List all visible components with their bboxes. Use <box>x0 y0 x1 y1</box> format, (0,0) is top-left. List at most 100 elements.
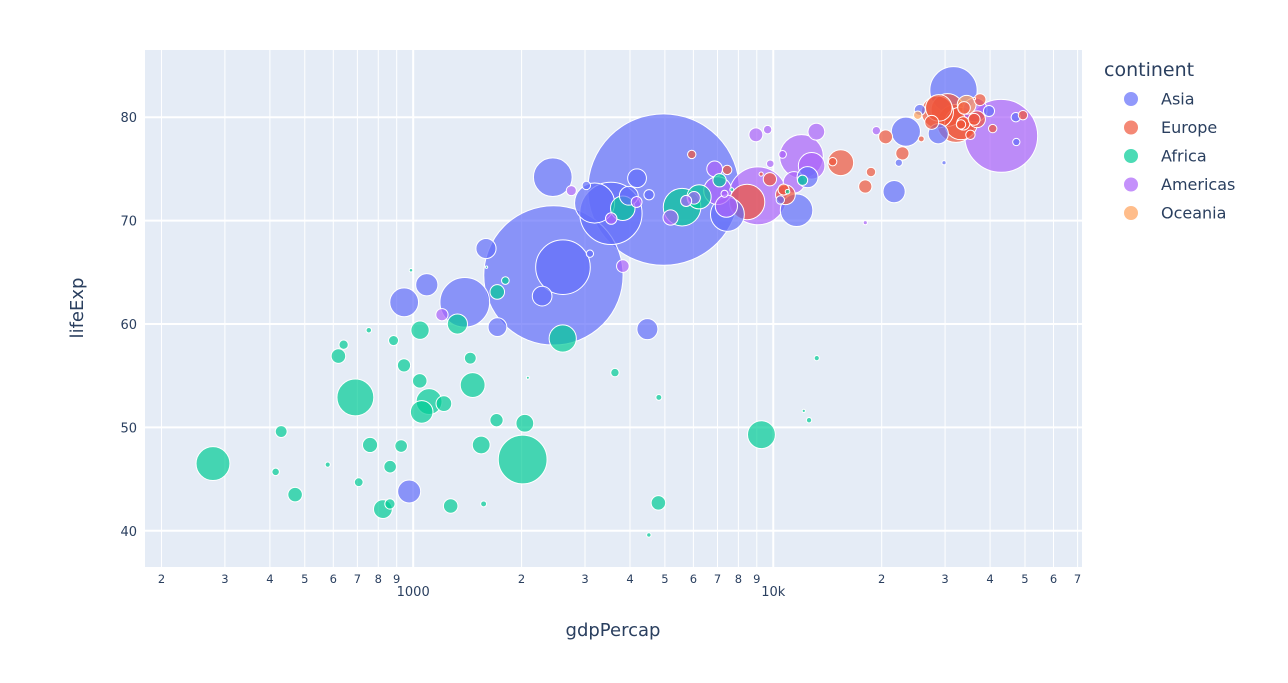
bubble-europe-29[interactable] <box>827 149 855 177</box>
bubble-asia-121[interactable] <box>585 249 595 258</box>
bubble-americas-81[interactable] <box>616 259 630 273</box>
bubble-africa-139[interactable] <box>525 375 530 380</box>
legend-item-europe[interactable]: Europe <box>1123 118 1218 137</box>
bubble-africa-138[interactable] <box>801 408 806 413</box>
bubble-asia-22[interactable] <box>890 116 921 147</box>
bubble-africa-87[interactable] <box>274 425 288 438</box>
bubble-africa-63[interactable] <box>411 373 428 389</box>
bubble-africa-17[interactable] <box>195 446 231 482</box>
bubble-americas-113[interactable] <box>762 124 773 135</box>
bubble-americas-83[interactable] <box>435 308 449 322</box>
bubble-africa-67[interactable] <box>287 486 303 503</box>
bubble-africa-126[interactable] <box>655 393 663 401</box>
bubble-americas-70[interactable] <box>748 127 764 143</box>
bubble-africa-79[interactable] <box>383 459 397 474</box>
bubble-europe-134[interactable] <box>758 171 764 177</box>
bubble-americas-135[interactable] <box>862 220 868 226</box>
bubble-africa-64[interactable] <box>330 348 347 364</box>
bubble-europe-104[interactable] <box>865 166 877 178</box>
bubble-asia-133[interactable] <box>941 160 947 166</box>
bubble-europe-68[interactable] <box>924 114 940 130</box>
bubble-africa-76[interactable] <box>712 173 727 188</box>
bubble-africa-7[interactable] <box>497 434 548 485</box>
bubble-americas-93[interactable] <box>630 196 643 208</box>
bubble-africa-65[interactable] <box>489 284 506 300</box>
bubble-asia-37[interactable] <box>415 273 439 297</box>
bubble-asia-50[interactable] <box>627 168 647 189</box>
bubble-europe-69[interactable] <box>878 129 894 145</box>
bubble-americas-57[interactable] <box>807 122 826 141</box>
bubble-oceania-115[interactable] <box>913 110 923 120</box>
bubble-americas-114[interactable] <box>871 125 882 136</box>
bubble-africa-80[interactable] <box>394 439 408 453</box>
bubble-africa-26[interactable] <box>548 324 577 353</box>
bubble-africa-129[interactable] <box>813 355 820 362</box>
bubble-americas-123[interactable] <box>720 189 729 198</box>
bubble-africa-60[interactable] <box>361 436 379 454</box>
bubble-africa-118[interactable] <box>271 467 280 477</box>
legend-item-africa[interactable]: Africa <box>1123 147 1207 166</box>
bubble-asia-23[interactable] <box>389 287 420 318</box>
bubble-asia-43[interactable] <box>475 237 497 260</box>
bubble-americas-98[interactable] <box>565 185 577 197</box>
bubble-asia-94[interactable] <box>643 189 655 201</box>
bubble-africa-112[interactable] <box>610 367 620 378</box>
bubble-asia-89[interactable] <box>982 104 996 118</box>
bubble-africa-128[interactable] <box>805 417 813 424</box>
bubble-africa-97[interactable] <box>388 335 400 347</box>
bubble-europe-101[interactable] <box>965 129 976 140</box>
bubble-europe-109[interactable] <box>687 149 697 160</box>
bubble-europe-73[interactable] <box>858 179 873 194</box>
bubble-europe-103[interactable] <box>1017 109 1029 121</box>
bubble-africa-137[interactable] <box>408 267 414 273</box>
bubble-africa-66[interactable] <box>442 498 459 514</box>
bubble-africa-62[interactable] <box>650 495 667 511</box>
bubble-americas-116[interactable] <box>778 150 787 159</box>
bubble-africa-106[interactable] <box>353 477 364 488</box>
bubble-europe-100[interactable] <box>721 164 733 176</box>
bubble-europe-78[interactable] <box>957 101 971 115</box>
bubble-africa-127[interactable] <box>365 326 373 334</box>
bubble-europe-140[interactable] <box>972 96 977 101</box>
bubble-africa-136[interactable] <box>729 187 735 192</box>
bubble-africa-55[interactable] <box>471 435 491 455</box>
bubble-asia-48[interactable] <box>487 317 508 338</box>
bubble-africa-77[interactable] <box>396 358 412 373</box>
bubble-europe-72[interactable] <box>895 146 910 161</box>
legend-item-asia[interactable]: Asia <box>1123 90 1195 109</box>
bubble-europe-85[interactable] <box>973 93 987 107</box>
bubble-asia-5[interactable] <box>535 239 591 295</box>
bubble-europe-110[interactable] <box>827 156 838 167</box>
bubble-africa-14[interactable] <box>336 378 375 417</box>
bubble-africa-105[interactable] <box>338 339 349 350</box>
bubble-asia-11[interactable] <box>532 157 573 198</box>
bubble-africa-141[interactable] <box>484 265 489 269</box>
bubble-africa-53[interactable] <box>410 320 430 340</box>
bubble-africa-132[interactable] <box>646 532 652 538</box>
bubble-africa-96[interactable] <box>384 498 396 510</box>
bubble-africa-58[interactable] <box>435 395 453 412</box>
bubble-asia-35[interactable] <box>397 479 422 504</box>
bubble-asia-38[interactable] <box>882 180 906 204</box>
bubble-europe-74[interactable] <box>762 172 778 187</box>
bubble-europe-111[interactable] <box>987 123 998 134</box>
bubble-americas-92[interactable] <box>680 194 693 208</box>
bubble-africa-31[interactable] <box>459 372 486 398</box>
bubble-americas-119[interactable] <box>766 159 775 168</box>
bubble-africa-117[interactable] <box>501 276 510 285</box>
legend-item-oceania[interactable]: Oceania <box>1123 204 1227 223</box>
bubble-americas-61[interactable] <box>662 209 679 226</box>
bubble-africa-125[interactable] <box>480 500 488 508</box>
bubble-asia-107[interactable] <box>775 195 786 205</box>
bubble-africa-86[interactable] <box>463 351 477 365</box>
bubble-asia-41[interactable] <box>636 318 659 341</box>
bubble-africa-131[interactable] <box>784 188 791 195</box>
bubble-africa-95[interactable] <box>796 174 809 186</box>
bubble-asia-122[interactable] <box>894 158 903 167</box>
bubble-americas-88[interactable] <box>604 212 618 225</box>
bubble-americas-39[interactable] <box>714 194 738 218</box>
bubble-africa-75[interactable] <box>489 413 504 428</box>
bubble-asia-46[interactable] <box>531 285 553 307</box>
bubble-africa-54[interactable] <box>515 413 535 433</box>
bubble-europe-102[interactable] <box>955 119 967 130</box>
